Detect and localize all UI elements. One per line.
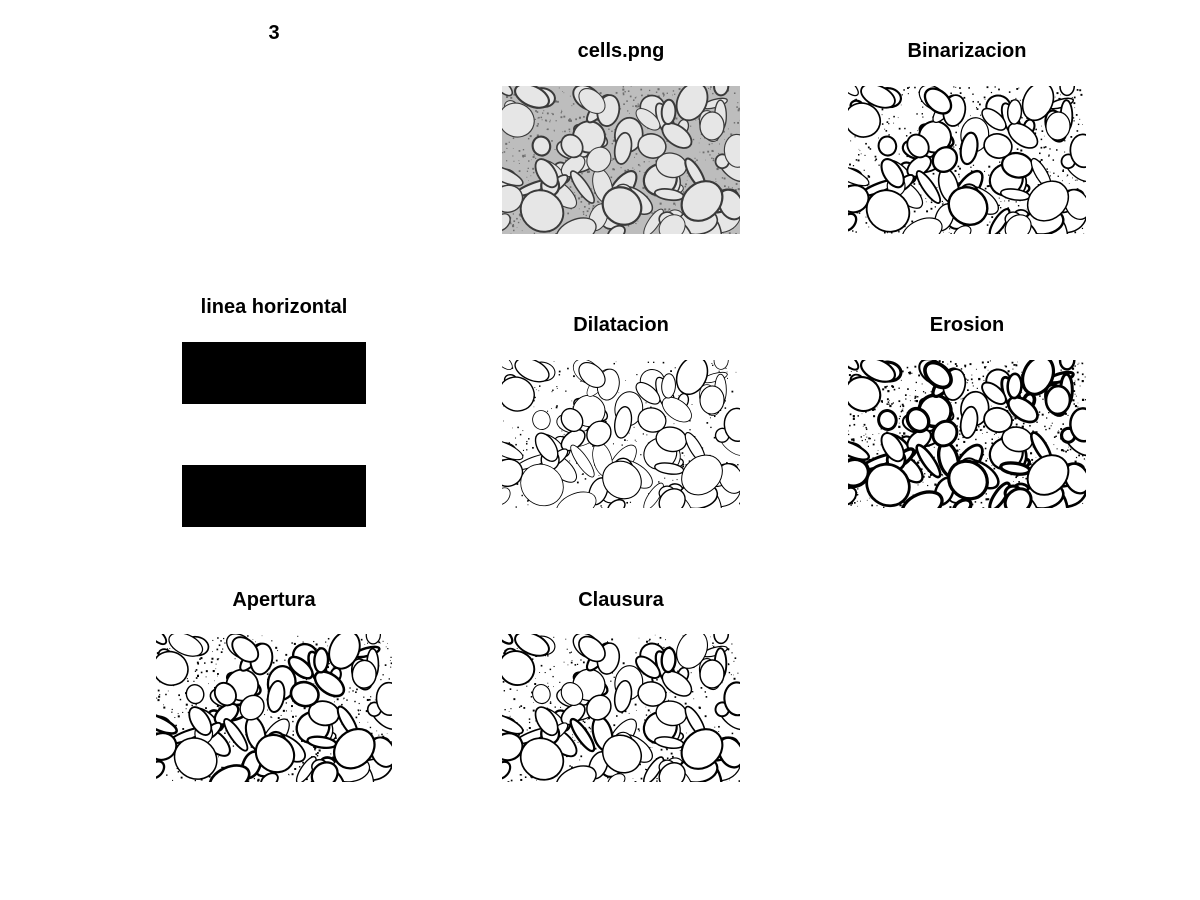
dilated-cells-texture	[502, 360, 740, 508]
opening-image	[156, 634, 392, 782]
title-erosion: Erosion	[929, 314, 1005, 336]
title-clausura: Clausura	[578, 589, 664, 611]
title-apertura: Apertura	[232, 589, 316, 611]
binary-image	[848, 86, 1086, 234]
title-dilatacion: Dilatacion	[573, 314, 669, 336]
opened-cells-texture	[156, 634, 392, 782]
strel-block-top	[182, 342, 366, 404]
strel-block-bottom	[182, 465, 366, 527]
binary-cells-texture	[848, 86, 1086, 234]
title-binarizacion: Binarizacion	[907, 40, 1027, 62]
figure-number: 3	[268, 22, 280, 44]
erosion-image	[848, 360, 1086, 508]
cells-grayscale-texture	[502, 86, 740, 234]
title-cells: cells.png	[577, 40, 665, 62]
closing-image	[502, 634, 740, 782]
eroded-cells-texture	[848, 360, 1086, 508]
dilation-image	[502, 360, 740, 508]
title-linea-horizontal: linea horizontal	[200, 296, 348, 318]
original-cells-image	[502, 86, 740, 234]
closed-cells-texture	[502, 634, 740, 782]
